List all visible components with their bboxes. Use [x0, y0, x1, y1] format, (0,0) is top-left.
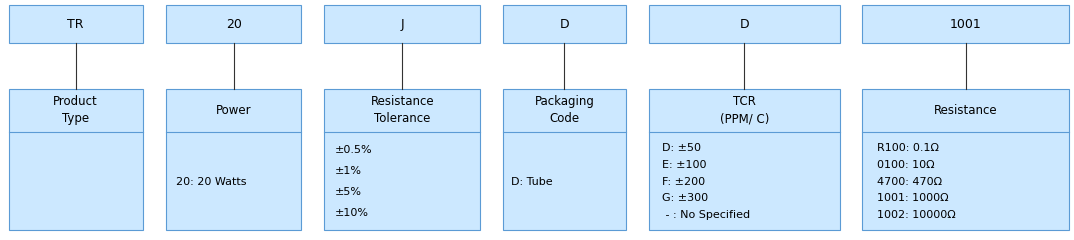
Bar — [649, 5, 840, 43]
Text: E: ±100: E: ±100 — [662, 160, 707, 170]
Text: J: J — [401, 18, 404, 30]
Text: - : No Specified: - : No Specified — [662, 210, 751, 220]
Text: G: ±300: G: ±300 — [662, 193, 708, 204]
Bar — [503, 89, 626, 230]
Text: D: Tube: D: Tube — [511, 177, 553, 187]
Text: 20: 20 Watts: 20: 20 Watts — [176, 177, 246, 187]
Text: 0100: 10Ω: 0100: 10Ω — [876, 160, 934, 170]
Bar — [166, 5, 301, 43]
Text: Product
Type: Product Type — [54, 95, 98, 125]
Text: TCR
(PPM/ C): TCR (PPM/ C) — [720, 95, 769, 125]
Bar — [9, 89, 143, 230]
Text: Packaging
Code: Packaging Code — [535, 95, 594, 125]
Text: D: D — [560, 18, 569, 30]
Text: 1001: 1001 — [949, 18, 982, 30]
Text: TR: TR — [68, 18, 84, 30]
Bar — [862, 89, 1069, 230]
Text: Power: Power — [216, 104, 251, 117]
Text: R100: 0.1Ω: R100: 0.1Ω — [876, 143, 939, 153]
Bar — [503, 5, 626, 43]
Text: ±1%: ±1% — [335, 166, 362, 176]
Text: F: ±200: F: ±200 — [662, 177, 706, 187]
Text: ±5%: ±5% — [335, 187, 362, 197]
Text: 1001: 1000Ω: 1001: 1000Ω — [876, 193, 948, 204]
Bar — [166, 89, 301, 230]
Bar — [649, 89, 840, 230]
Text: Resistance: Resistance — [933, 104, 998, 117]
Text: 20: 20 — [226, 18, 242, 30]
Bar — [324, 89, 480, 230]
Text: D: ±50: D: ±50 — [662, 143, 701, 153]
Text: ±10%: ±10% — [335, 208, 369, 218]
Bar — [9, 5, 143, 43]
Text: Resistance
Tolerance: Resistance Tolerance — [371, 95, 434, 125]
Bar — [862, 5, 1069, 43]
Bar — [324, 5, 480, 43]
Text: D: D — [740, 18, 749, 30]
Text: 1002: 10000Ω: 1002: 10000Ω — [876, 210, 956, 220]
Text: 4700: 470Ω: 4700: 470Ω — [876, 177, 942, 187]
Text: ±0.5%: ±0.5% — [335, 145, 373, 155]
